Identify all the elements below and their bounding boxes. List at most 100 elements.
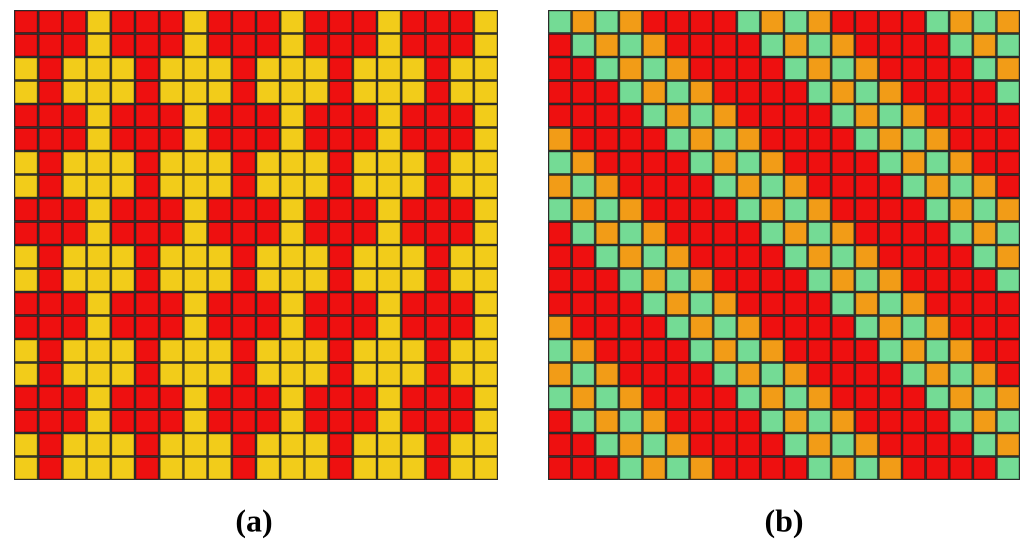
cell xyxy=(474,104,498,127)
cell xyxy=(642,128,666,151)
panel-label: (a) xyxy=(235,502,272,538)
cell xyxy=(973,386,996,409)
cell xyxy=(595,81,619,104)
cell xyxy=(713,128,737,151)
cell xyxy=(878,151,902,174)
cell xyxy=(926,245,949,268)
cell xyxy=(973,457,996,480)
panel-label: (b) xyxy=(764,502,803,538)
cell xyxy=(548,222,572,245)
cell xyxy=(159,198,183,221)
cell xyxy=(135,363,159,386)
cell xyxy=(690,245,713,268)
cell xyxy=(256,410,280,433)
cell xyxy=(595,34,619,57)
cell xyxy=(737,269,760,292)
cell xyxy=(690,198,713,221)
cell xyxy=(401,81,425,104)
cell xyxy=(450,245,474,268)
cell xyxy=(642,81,666,104)
cell xyxy=(595,57,619,80)
cell xyxy=(474,245,498,268)
cell xyxy=(808,34,831,57)
cell xyxy=(690,363,713,386)
cell xyxy=(855,57,878,80)
cell xyxy=(572,128,595,151)
cell xyxy=(135,292,159,315)
cell xyxy=(38,339,62,362)
cell xyxy=(280,222,304,245)
cell xyxy=(855,386,878,409)
cell xyxy=(425,245,450,268)
cell xyxy=(713,386,737,409)
cell xyxy=(878,198,902,221)
cell xyxy=(208,57,232,80)
cell xyxy=(208,10,232,33)
cell xyxy=(949,433,973,456)
cell xyxy=(548,34,572,57)
cell xyxy=(595,457,619,480)
cell xyxy=(595,433,619,456)
cell xyxy=(256,433,280,456)
cell xyxy=(949,245,973,268)
cell xyxy=(38,175,62,198)
cell xyxy=(878,128,902,151)
cell xyxy=(784,386,808,409)
cell xyxy=(973,10,996,33)
cell xyxy=(232,128,256,151)
cell xyxy=(784,245,808,268)
cell xyxy=(377,386,401,409)
cell xyxy=(784,175,808,198)
cell xyxy=(548,316,572,339)
cell xyxy=(38,34,62,57)
cell xyxy=(666,316,690,339)
cell xyxy=(208,175,232,198)
cell xyxy=(232,433,256,456)
cell xyxy=(474,386,498,409)
cell xyxy=(62,339,87,362)
cell xyxy=(111,292,135,315)
cell xyxy=(878,292,902,315)
cell xyxy=(760,198,784,221)
cell xyxy=(135,175,159,198)
cell xyxy=(760,245,784,268)
cell xyxy=(425,128,450,151)
cell xyxy=(208,34,232,57)
cell xyxy=(450,222,474,245)
cell xyxy=(642,363,666,386)
cell xyxy=(855,151,878,174)
cell xyxy=(425,151,450,174)
cell xyxy=(111,245,135,268)
cell xyxy=(878,339,902,362)
cell xyxy=(949,339,973,362)
cell xyxy=(619,151,642,174)
cell xyxy=(808,363,831,386)
cell xyxy=(595,10,619,33)
cell xyxy=(808,81,831,104)
cell xyxy=(280,81,304,104)
cell xyxy=(595,292,619,315)
cell xyxy=(808,222,831,245)
cell xyxy=(232,81,256,104)
cell xyxy=(713,292,737,315)
cell xyxy=(902,316,926,339)
cell xyxy=(878,386,902,409)
cell xyxy=(666,222,690,245)
cell xyxy=(737,128,760,151)
cell xyxy=(474,128,498,151)
cell xyxy=(183,339,208,362)
cell xyxy=(425,410,450,433)
cell xyxy=(304,316,329,339)
cell xyxy=(973,57,996,80)
cell xyxy=(595,245,619,268)
cell xyxy=(784,457,808,480)
cell xyxy=(232,198,256,221)
cell xyxy=(111,339,135,362)
grid-border xyxy=(548,10,1020,480)
cell xyxy=(737,363,760,386)
cell xyxy=(280,104,304,127)
cell xyxy=(831,386,855,409)
cell xyxy=(831,457,855,480)
cell xyxy=(831,316,855,339)
cell xyxy=(572,292,595,315)
